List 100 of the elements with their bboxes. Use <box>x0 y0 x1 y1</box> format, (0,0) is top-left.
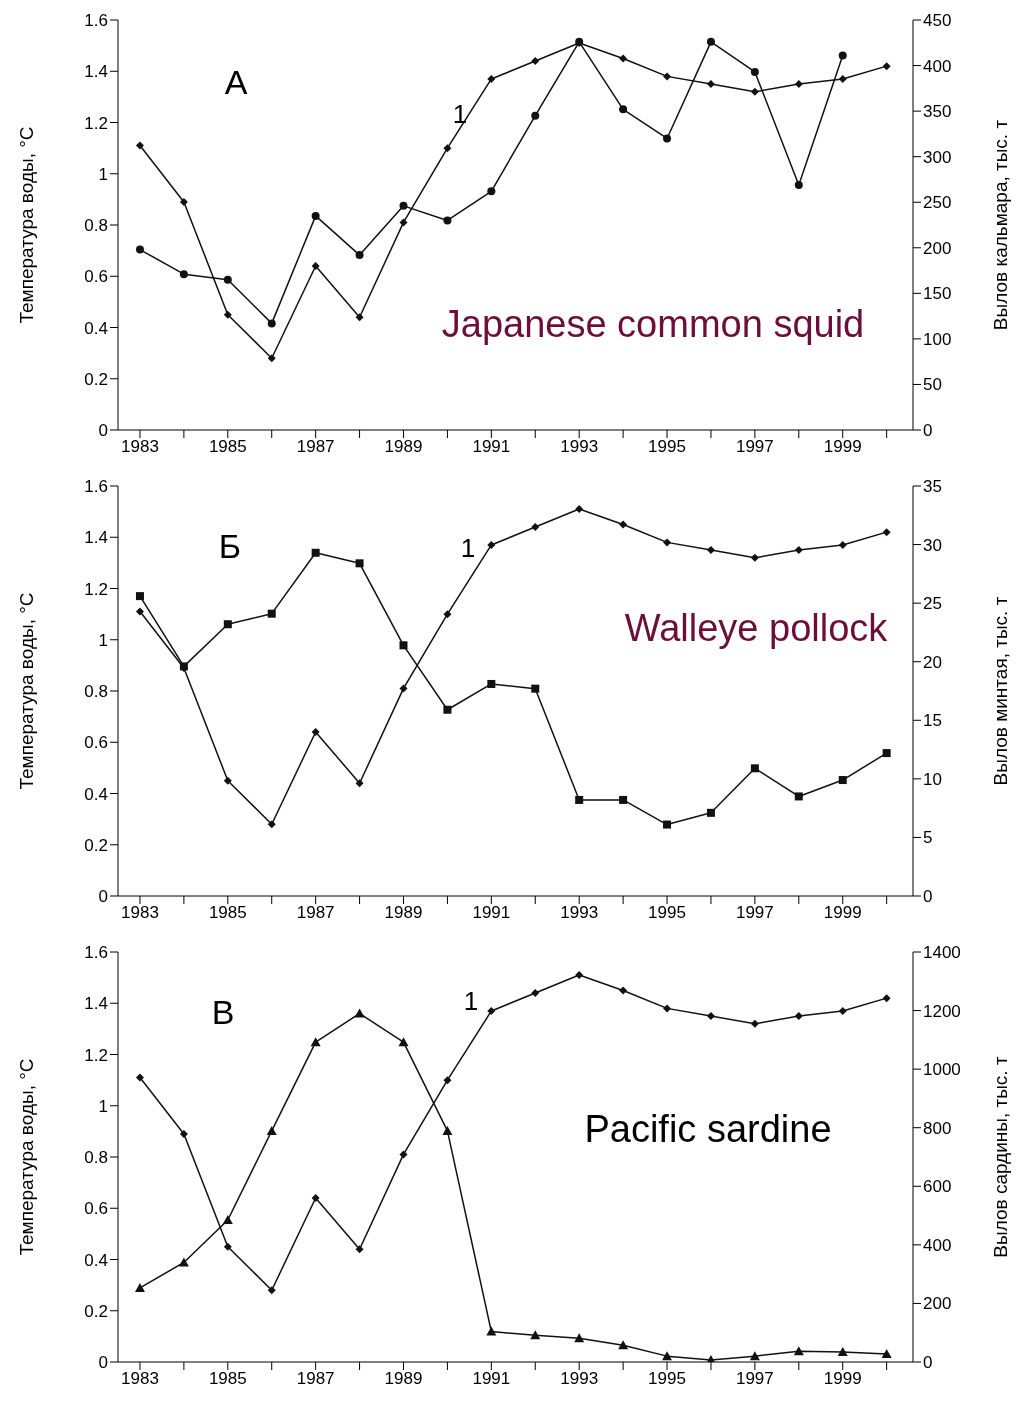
point <box>575 505 584 514</box>
y2-tick-label: 35 <box>923 477 942 497</box>
point <box>882 994 891 1003</box>
point <box>882 749 891 758</box>
y-tick-label: 0.8 <box>84 682 108 702</box>
x-tick-label: 1991 <box>472 1369 511 1389</box>
point <box>531 111 540 120</box>
point <box>443 216 452 225</box>
y-axis-title: Температура воды, °C <box>15 126 37 324</box>
x-tick-label: 1983 <box>121 437 159 457</box>
x-tick-label: 1997 <box>735 437 774 457</box>
point <box>442 1125 453 1135</box>
y2-tick-label: 600 <box>923 1177 952 1197</box>
point <box>882 528 891 537</box>
annotation: Japanese common squid <box>441 302 865 347</box>
x-tick-label: 1993 <box>560 437 599 457</box>
point <box>487 187 496 196</box>
x-tick-label: 1999 <box>823 1369 862 1389</box>
point <box>135 141 144 150</box>
point <box>399 1150 408 1159</box>
y2-tick-label: 100 <box>923 329 952 349</box>
annotation: Б <box>218 526 242 567</box>
point <box>355 251 364 260</box>
point <box>355 559 364 568</box>
y-tick-label: 1 <box>98 630 108 650</box>
y-tick-label: 1 <box>98 1096 108 1116</box>
point <box>618 1340 629 1350</box>
point <box>531 989 540 997</box>
x-tick-label: 1997 <box>735 903 774 923</box>
point <box>530 1330 541 1340</box>
point <box>838 1006 847 1015</box>
annotation: В <box>211 992 235 1033</box>
y-tick-label: 1.4 <box>84 62 108 82</box>
annotation: 1 <box>452 98 468 131</box>
y-tick-label: 0.8 <box>84 216 108 236</box>
point <box>135 592 144 601</box>
point <box>487 540 496 549</box>
x-tick-label: 1985 <box>208 437 247 457</box>
point <box>311 1194 320 1202</box>
point <box>574 1333 585 1343</box>
point <box>310 1037 321 1047</box>
y-tick-label: 0.2 <box>84 835 108 855</box>
point <box>222 1214 233 1224</box>
y2-tick-label: 20 <box>923 652 942 672</box>
y2-tick-label: 1400 <box>923 943 961 963</box>
point <box>706 546 715 555</box>
point <box>354 1008 365 1018</box>
y2-tick-label: 250 <box>923 193 952 213</box>
point <box>266 1125 277 1135</box>
y-tick-label: 1.6 <box>84 943 108 963</box>
y-axis-title: Температура воды, °C <box>15 1058 37 1256</box>
y-tick-label: 0.6 <box>84 267 108 287</box>
y2-axis-title: Вылов кальмара, тыс. т <box>989 119 1011 331</box>
point <box>794 180 803 189</box>
point <box>311 728 320 736</box>
y-tick-label: 0.4 <box>84 1250 108 1270</box>
y-tick-label: 0.8 <box>84 1148 108 1168</box>
y2-tick-label: 350 <box>923 102 952 122</box>
point <box>135 607 144 616</box>
point <box>443 1076 452 1085</box>
point <box>619 54 628 63</box>
point <box>267 820 276 829</box>
y-tick-label: 0.4 <box>84 318 108 338</box>
point <box>179 270 188 279</box>
y2-tick-label: 150 <box>923 284 952 304</box>
y2-tick-label: 25 <box>923 594 942 614</box>
point <box>267 609 276 618</box>
point <box>531 523 540 531</box>
y-tick-label: 0 <box>98 421 108 441</box>
point <box>794 546 803 555</box>
point <box>178 1257 189 1267</box>
y-tick-label: 0.2 <box>84 1301 108 1321</box>
x-tick-label: 1987 <box>296 1369 335 1389</box>
x-tick-label: 1983 <box>121 1369 159 1389</box>
y2-axis-title: Вылов сардины, тыс. т <box>989 1056 1011 1258</box>
point <box>750 87 759 96</box>
point <box>838 776 847 785</box>
point <box>487 679 496 688</box>
y2-tick-label: 300 <box>923 147 952 167</box>
x-tick-label: 1995 <box>648 1369 686 1389</box>
point <box>443 144 452 153</box>
point <box>706 808 715 817</box>
point <box>223 1242 232 1251</box>
y-axis-title: Температура воды, °C <box>15 592 37 790</box>
point <box>443 610 452 619</box>
x-tick-label: 1983 <box>121 903 159 923</box>
point <box>531 57 540 65</box>
x-tick-label: 1985 <box>208 1369 247 1389</box>
point <box>487 1006 496 1015</box>
point <box>398 1037 409 1047</box>
point <box>223 310 232 319</box>
point <box>706 80 715 89</box>
point <box>311 262 320 270</box>
point <box>794 80 803 89</box>
point <box>663 538 672 547</box>
point <box>706 37 715 46</box>
y-tick-label: 1.6 <box>84 477 108 497</box>
y-tick-label: 1 <box>98 164 108 184</box>
y2-tick-label: 50 <box>923 375 942 395</box>
point <box>399 684 408 693</box>
